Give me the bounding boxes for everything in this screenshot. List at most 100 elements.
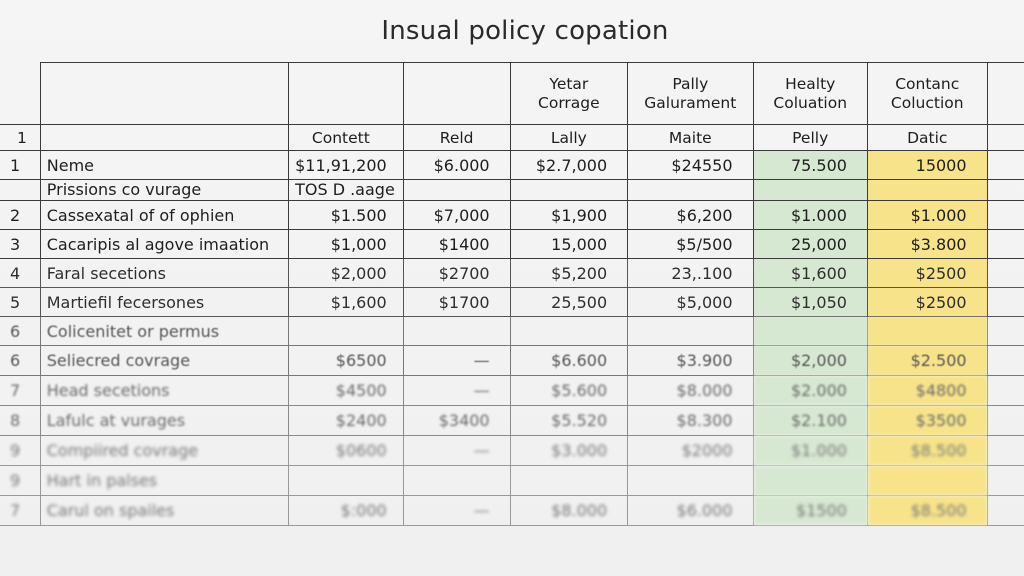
cell: [509, 316, 629, 346]
cell: $7,000: [402, 200, 511, 230]
cell: $24550: [627, 150, 754, 180]
row-label: Lafulc at vurages: [39, 405, 290, 436]
cell: $1.500: [288, 200, 404, 230]
table-row: 9 Compiired covrage $0600 — $3.000 $2000…: [0, 435, 1024, 466]
cell: 15,000: [509, 229, 629, 259]
row-label: Hart in palses: [39, 465, 290, 496]
table-row: 6 Seliecred covrage $6500 — $6.600 $3.90…: [0, 345, 1024, 376]
cell: [866, 465, 988, 496]
subheader-cell: Lally: [509, 124, 629, 151]
table-row: 1 Neme $11,91,200 $6.000 $2.7,000 $24550…: [0, 150, 1024, 180]
cell: $3.800: [866, 229, 988, 259]
cell: [866, 316, 988, 346]
row-number: 5: [0, 287, 41, 317]
row-number: 7: [0, 495, 41, 526]
cell: $8.500: [866, 495, 988, 526]
cell: $1,600: [288, 287, 404, 317]
row-number: 9: [0, 435, 41, 466]
cell: [627, 465, 754, 496]
table-row: 9 Hart in palses: [0, 465, 1024, 496]
cell: [866, 179, 988, 201]
cell: $5,000: [627, 287, 754, 317]
cell: [288, 465, 404, 496]
header-cell: [39, 62, 290, 125]
header-cell: [402, 62, 511, 125]
row-label: Head secetions: [39, 375, 290, 406]
cell: [627, 316, 754, 346]
cell: $11,91,200: [288, 150, 404, 180]
cell: $6.600: [509, 345, 629, 376]
table-row: 4 Faral secetions $2,000 $2700 $5,200 23…: [0, 258, 1024, 288]
cell: $5.600: [509, 375, 629, 406]
table-row: 5 Martiefil fecersones $1,600 $1700 25,5…: [0, 287, 1024, 317]
subheader-cell: Contett: [288, 124, 404, 151]
table-row: 7 Carul on spailes $:000 — $8.000 $6.000…: [0, 495, 1024, 526]
cell: $8.000: [509, 495, 629, 526]
cell: $8.000: [627, 375, 754, 406]
cell: [288, 316, 404, 346]
page-title: Insual policy copation: [381, 16, 669, 46]
cell: $1.000: [752, 435, 868, 466]
row-label: Neme: [39, 150, 290, 180]
row-number: 1: [0, 124, 41, 151]
subheader-cell: Reld: [402, 124, 511, 151]
cell: $3500: [866, 405, 988, 436]
header-cell: [288, 62, 404, 125]
cell: $2.7,000: [509, 150, 629, 180]
cell: $3.000: [509, 435, 629, 466]
cell: $5.520: [509, 405, 629, 436]
cell: $2.000: [752, 375, 868, 406]
row-number: 9: [0, 465, 41, 496]
cell: [752, 465, 868, 496]
cell: $2400: [288, 405, 404, 436]
header-cell: [986, 62, 1024, 125]
row-label: Prissions co vurage: [39, 179, 290, 201]
subheader-cell: Pelly: [752, 124, 868, 151]
row-number: 7: [0, 375, 41, 406]
cell: $5,200: [509, 258, 629, 288]
cell: $6500: [288, 345, 404, 376]
cell: $1.000: [752, 200, 868, 230]
cell: $3.900: [627, 345, 754, 376]
cell: 25,500: [509, 287, 629, 317]
row-number: 8: [0, 405, 41, 436]
subheader-cell: [39, 124, 290, 151]
row-number: [0, 179, 41, 201]
header-cell: Contanc Coluction: [866, 62, 988, 125]
cell: $8.300: [627, 405, 754, 436]
cell: 25,000: [752, 229, 868, 259]
cell: [509, 179, 629, 201]
row-number: 4: [0, 258, 41, 288]
cell: $2000: [627, 435, 754, 466]
cell: $8.500: [866, 435, 988, 466]
cell: $1,000: [288, 229, 404, 259]
cell: $1500: [752, 495, 868, 526]
subheader-cell: Maite: [627, 124, 754, 151]
cell: [402, 316, 511, 346]
subheader-row: 1 Contett Reld Lally Maite Pelly Datic: [0, 124, 1024, 151]
cell: $1,600: [752, 258, 868, 288]
cell: $2.500: [866, 345, 988, 376]
row-number: 6: [0, 345, 41, 376]
subheader-cell: Datic: [866, 124, 988, 151]
header-row: Yetar Corrage Pally Galurament Healty Colua…: [0, 62, 1024, 125]
cell: $1.000: [866, 200, 988, 230]
cell: [752, 179, 868, 201]
row-number: 1: [0, 150, 41, 180]
cell: $:000: [288, 495, 404, 526]
policy-table: Yetar Corrage Pally Galurament Healty Colua…: [0, 62, 1024, 526]
header-cell: Yetar Corrage: [509, 62, 629, 125]
table-row: Prissions co vurage TOS D .aage: [0, 179, 1024, 201]
cell: $1,050: [752, 287, 868, 317]
cell: $6,200: [627, 200, 754, 230]
table-row: 3 Cacaripis al agove imaation $1,000 $14…: [0, 229, 1024, 259]
cell: 15000: [866, 150, 988, 180]
row-label: Colicenitet or permus: [39, 316, 290, 346]
cell: $6.000: [627, 495, 754, 526]
table-row: 7 Head secetions $4500 — $5.600 $8.000 $…: [0, 375, 1024, 406]
row-number: 3: [0, 229, 41, 259]
cell: $2.100: [752, 405, 868, 436]
cell: —: [402, 345, 511, 376]
cell: $2700: [402, 258, 511, 288]
